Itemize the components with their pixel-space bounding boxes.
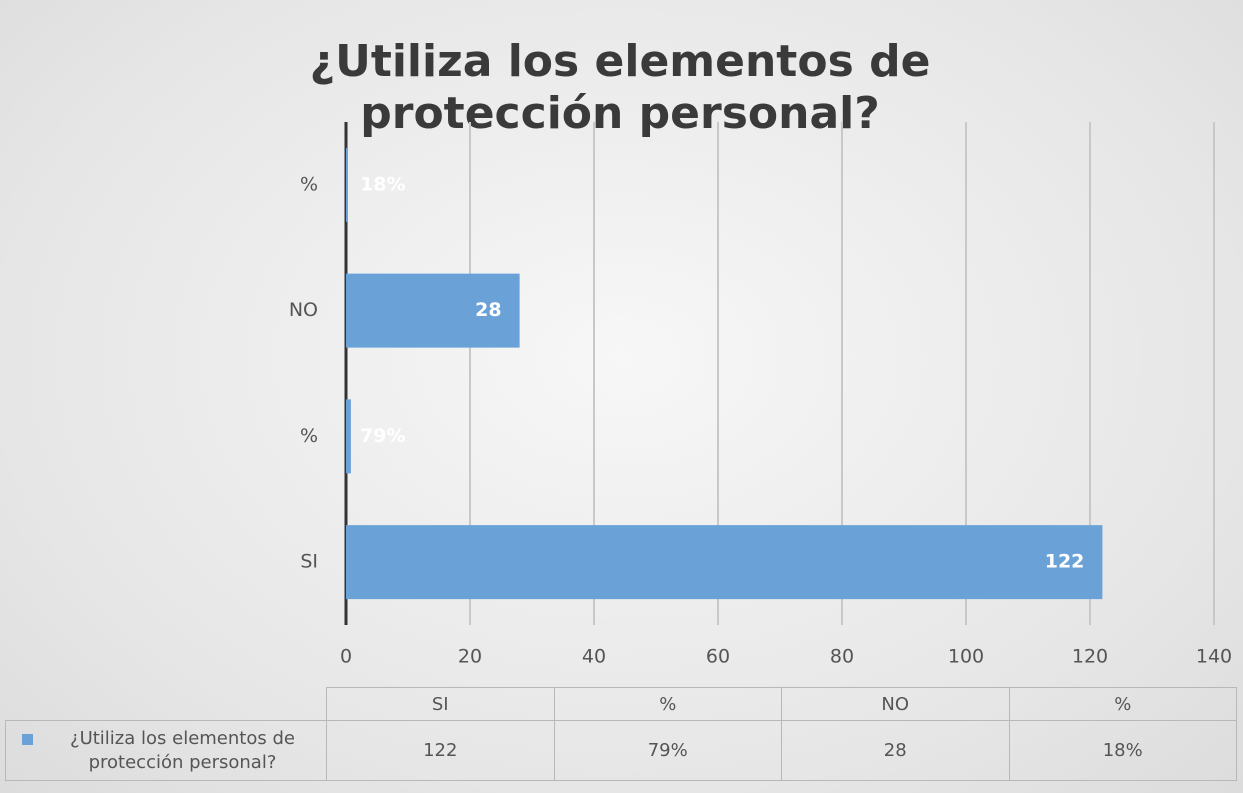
bar [346, 525, 1103, 600]
y-tick-label: % [300, 173, 318, 195]
table-value: 122 [326, 720, 555, 781]
x-tick-label: 120 [1072, 646, 1108, 668]
x-tick-label: 40 [582, 646, 606, 668]
data-label: 79% [360, 425, 405, 447]
table-header: % [1008, 687, 1237, 721]
y-tick-label: NO [289, 299, 318, 321]
x-tick-label: 140 [1196, 646, 1232, 668]
bar [346, 399, 351, 474]
data-label: 18% [360, 173, 405, 195]
bar [346, 273, 520, 348]
legend-label: ¿Utiliza los elementos de protección per… [70, 727, 295, 773]
x-tick-label: 100 [948, 646, 984, 668]
data-label: 122 [1045, 551, 1085, 573]
x-tick-label: 20 [458, 646, 482, 668]
legend-entry: ¿Utiliza los elementos de protección per… [5, 720, 327, 781]
bar [346, 147, 348, 222]
data-label: 28 [475, 299, 501, 321]
table-header: SI [326, 687, 555, 721]
table-value: 18% [1008, 720, 1237, 781]
x-tick-label: 60 [706, 646, 730, 668]
y-tick-label: SI [300, 551, 318, 573]
x-tick-label: 80 [830, 646, 854, 668]
table-header: % [553, 687, 782, 721]
y-tick-label: % [300, 425, 318, 447]
table-header: NO [781, 687, 1010, 721]
legend-swatch [22, 734, 33, 745]
chart-title: ¿Utiliza los elementos de protección per… [309, 36, 931, 139]
table-value: 79% [553, 720, 782, 781]
x-tick-label: 0 [340, 646, 352, 668]
table-value: 28 [781, 720, 1010, 781]
